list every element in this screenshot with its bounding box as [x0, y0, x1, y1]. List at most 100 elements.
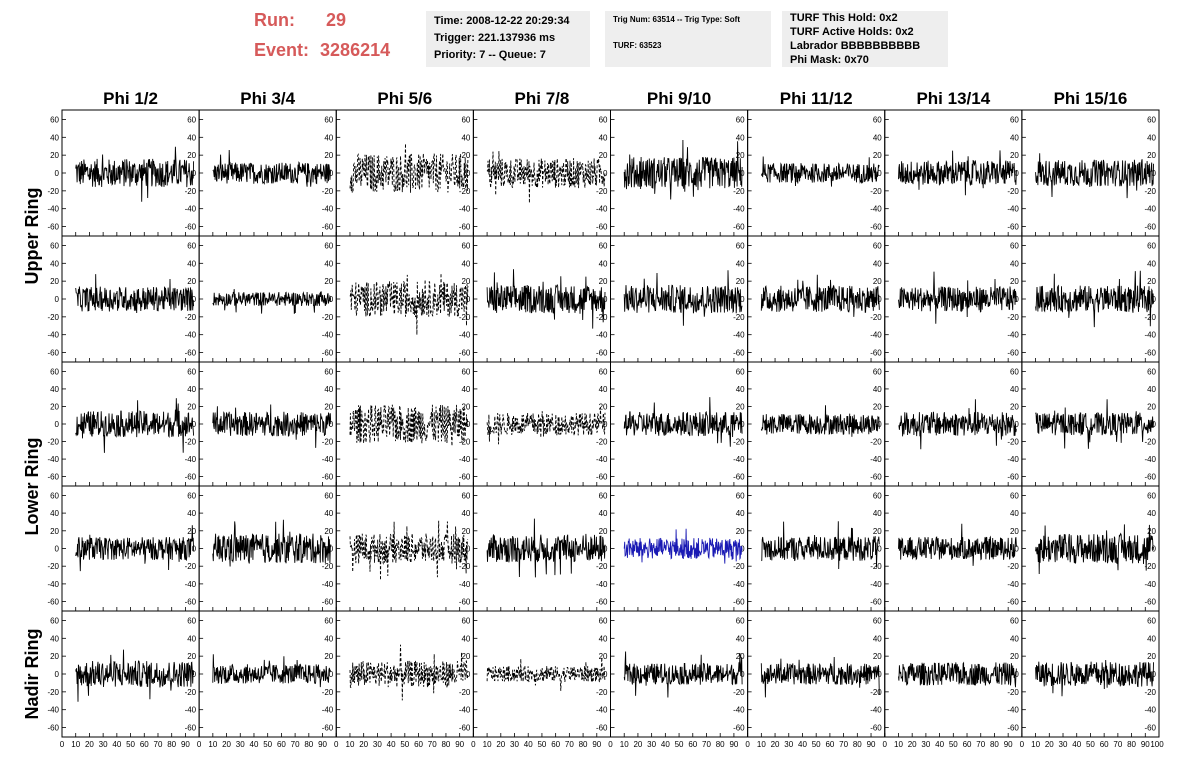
y-tick-label: -40 — [1144, 706, 1156, 715]
y-tick-label: 20 — [324, 402, 333, 411]
waveform-trace — [760, 405, 880, 437]
y-tick-label: 0 — [603, 670, 608, 679]
y-tick-label: -20 — [185, 688, 197, 697]
y-tick-label: 40 — [187, 509, 196, 518]
y-tick-label: 60 — [461, 491, 470, 500]
x-tick-label: 90 — [318, 740, 327, 749]
x-tick-label: 70 — [291, 740, 300, 749]
column-header: Phi 5/6 — [377, 89, 432, 108]
waveform-trace — [75, 525, 195, 572]
y-tick-label: -40 — [870, 580, 882, 589]
y-tick-label: 40 — [461, 385, 470, 394]
y-tick-label: 0 — [55, 545, 60, 554]
y-tick-label: 60 — [50, 367, 59, 376]
y-tick-label: 20 — [1010, 402, 1019, 411]
x-tick-label: 60 — [1100, 740, 1109, 749]
y-tick-label: 20 — [1010, 527, 1019, 536]
y-tick-label: 20 — [599, 527, 608, 536]
y-tick-label: -20 — [870, 313, 882, 322]
x-tick-label: 20 — [496, 740, 505, 749]
waveform-trace — [212, 404, 332, 448]
y-tick-label: -40 — [47, 580, 59, 589]
y-tick-label: 0 — [192, 295, 197, 304]
y-tick-label: 0 — [329, 670, 334, 679]
y-tick-label: -20 — [733, 688, 745, 697]
panel-frame — [335, 109, 474, 237]
y-tick-label: -60 — [47, 598, 59, 607]
column-header: Phi 15/16 — [1054, 89, 1128, 108]
y-tick-label: 40 — [1010, 634, 1019, 643]
y-tick-label: -40 — [733, 331, 745, 340]
y-tick-label: -60 — [596, 598, 608, 607]
y-tick-label: -60 — [459, 598, 471, 607]
y-tick-label: -60 — [596, 349, 608, 358]
event-label: Event: — [254, 40, 310, 60]
x-tick-label: 50 — [126, 740, 135, 749]
y-tick-label: 40 — [461, 509, 470, 518]
x-tick-label: 90 — [729, 740, 738, 749]
y-tick-label: 60 — [599, 367, 608, 376]
column-header: Phi 3/4 — [240, 89, 295, 108]
event-value: 3286214 — [320, 40, 391, 60]
waveform-trace — [1035, 153, 1154, 199]
x-tick-label: 20 — [222, 740, 231, 749]
x-tick-label: 60 — [140, 740, 149, 749]
y-tick-label: 60 — [599, 491, 608, 500]
y-tick-label: -20 — [459, 438, 471, 447]
y-tick-label: 0 — [55, 169, 60, 178]
x-tick-label: 40 — [524, 740, 533, 749]
x-tick-label: 60 — [963, 740, 972, 749]
y-tick-label: 60 — [324, 491, 333, 500]
y-tick-label: -20 — [47, 688, 59, 697]
waveform-trace — [486, 657, 606, 691]
waveform-trace — [212, 654, 331, 688]
x-tick-label: 60 — [414, 740, 423, 749]
y-tick-label: 20 — [461, 151, 470, 160]
y-tick-label: -60 — [1007, 223, 1019, 232]
y-tick-label: -20 — [1007, 313, 1019, 322]
y-tick-label: 40 — [1147, 259, 1156, 268]
panel-frame — [472, 361, 611, 487]
y-tick-label: -20 — [459, 313, 471, 322]
y-tick-label: 60 — [1147, 491, 1156, 500]
y-tick-label: -40 — [870, 331, 882, 340]
y-tick-label: 60 — [50, 616, 59, 625]
y-tick-label: 40 — [1010, 385, 1019, 394]
x-tick-label: 60 — [551, 740, 560, 749]
x-tick-label: 20 — [85, 740, 94, 749]
y-tick-label: 60 — [736, 115, 745, 124]
waveform-trace — [898, 661, 1017, 688]
x-tick-label: 30 — [921, 740, 930, 749]
y-tick-label: -20 — [459, 187, 471, 196]
y-tick-label: -60 — [322, 349, 334, 358]
y-tick-label: 20 — [187, 652, 196, 661]
x-tick-label: 90 — [181, 740, 190, 749]
y-tick-label: -20 — [733, 438, 745, 447]
y-tick-label: 60 — [50, 241, 59, 250]
run-row: Run: 29 — [254, 10, 346, 31]
x-tick-label: 10 — [208, 740, 217, 749]
y-tick-label: 0 — [877, 545, 882, 554]
y-tick-label: 0 — [1014, 670, 1019, 679]
waveform-trace — [623, 270, 743, 326]
x-tick-label: 80 — [304, 740, 313, 749]
y-tick-label: 40 — [50, 385, 59, 394]
y-tick-label: 0 — [192, 420, 197, 429]
y-tick-label: -60 — [733, 223, 745, 232]
y-tick-label: -20 — [1007, 688, 1019, 697]
x-tick-label: 90 — [455, 740, 464, 749]
y-tick-label: -40 — [322, 205, 334, 214]
y-tick-label: 40 — [873, 634, 882, 643]
y-tick-label: 20 — [873, 151, 882, 160]
y-tick-label: 40 — [736, 634, 745, 643]
y-tick-label: 20 — [873, 402, 882, 411]
y-tick-label: 20 — [599, 652, 608, 661]
waveform-trace — [212, 149, 332, 187]
y-tick-label: 0 — [329, 295, 334, 304]
x-tick-label: 80 — [441, 740, 450, 749]
y-tick-label: 0 — [1152, 670, 1157, 679]
x-tick-label: 10 — [1031, 740, 1040, 749]
waveform-trace — [898, 271, 1017, 324]
x-tick-label: 10 — [894, 740, 903, 749]
y-tick-label: -40 — [322, 580, 334, 589]
